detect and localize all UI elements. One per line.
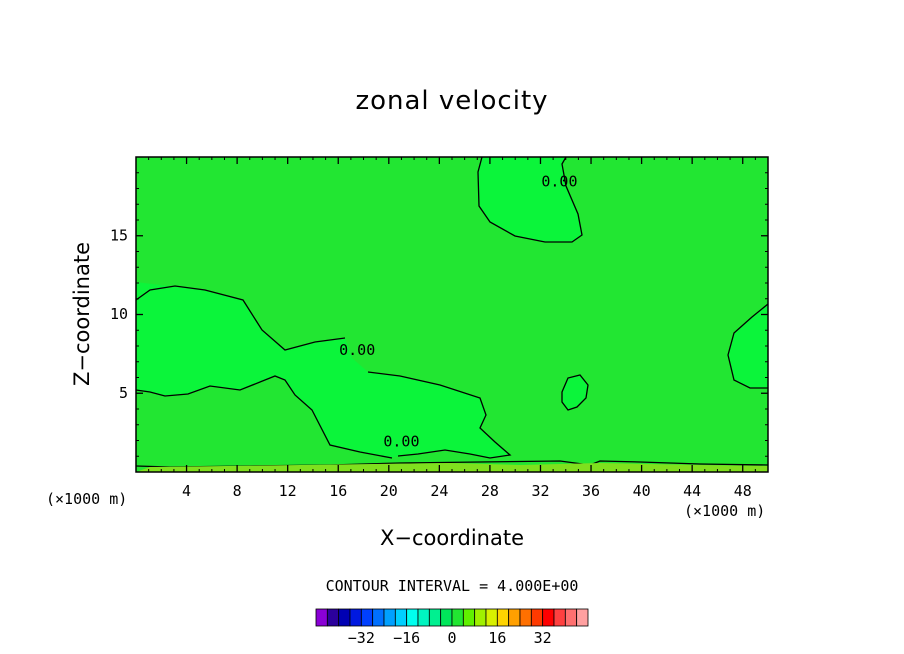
y-ticks: 5 10 15 [110,172,768,457]
x-axis-label: X−coordinate [380,526,524,550]
colorbar-swatch [519,608,532,627]
colorbar-swatch [440,608,453,627]
y-tick-label: 5 [119,384,128,402]
x-tick-label: 32 [531,482,549,500]
contour-interval-label: CONTOUR INTERVAL = 4.000E+00 [325,577,579,595]
colorbar-swatch [326,608,340,627]
colorbar-swatch [496,608,510,627]
contour-label-2: 0.00 [383,433,419,451]
y-tick-label: 10 [110,305,128,323]
colorbar-tick-label: −16 [393,629,420,647]
zero-contour-small [561,374,589,411]
positive-region-top [478,157,582,242]
x-tick-label: 16 [329,482,347,500]
x-unit-label-left: (×1000 m) [46,490,128,508]
positive-region-right [728,304,768,388]
colorbar-swatch [417,608,430,627]
colorbar-swatch [338,608,351,627]
near-surface-band [136,463,768,472]
colorbar-swatch [360,608,374,627]
colorbar-swatch [394,608,408,627]
colorbar-swatch [315,608,328,627]
zero-contour-right [727,303,769,389]
colorbar-swatch [508,608,521,627]
contour-label-0: 0.00 [541,173,577,191]
colorbar-swatch [349,608,362,627]
colorbar-swatch [406,608,419,627]
plot-area: 0.000.000.00 4 8 12 16 20 24 28 32 36 40 44 48 5101… [110,156,769,500]
positive-region-small [562,375,588,410]
x-unit-label-right: (×1000 m) [684,502,766,520]
x-tick-label: 40 [633,482,651,500]
x-tick-label: 36 [582,482,600,500]
zero-contour-top [477,156,583,243]
x-tick-label: 8 [233,482,242,500]
colorbar: −32 −16 0 16 32 [315,608,589,647]
colorbar-tick-label: −32 [348,629,375,647]
x-tick-label: 12 [279,482,297,500]
positive-region-middle [136,282,510,458]
colorbar-swatch [451,608,464,627]
x-tick-label: 20 [380,482,398,500]
zero-contour-middle [367,371,512,459]
x-tick-label: 44 [683,482,701,500]
colorbar-swatch [383,608,396,627]
contour-label-1: 0.00 [339,341,375,359]
colorbar-swatch [474,608,487,627]
colorbar-tick-label: 16 [488,629,506,647]
zero-contour-upper [135,285,346,351]
colorbar-swatch [576,608,589,627]
colorbar-swatch [485,608,498,627]
x-tick-label: 48 [734,482,752,500]
colorbar-swatch [564,608,578,627]
colorbar-swatch [372,608,385,627]
colorbar-swatch [553,608,566,627]
x-tick-label: 4 [182,482,191,500]
colorbar-tick-label: 32 [534,629,552,647]
colorbar-tick-label: 0 [447,629,456,647]
x-tick-label: 28 [481,482,499,500]
colorbar-swatch [530,608,544,627]
contour-labels: 0.00 0.00 0.00 [339,173,577,451]
x-ticks: 4 8 12 16 20 24 28 32 36 40 44 48 [148,157,756,500]
colorbar-swatch [462,608,476,627]
y-tick-label: 15 [110,226,128,244]
zero-contour-lower [135,375,393,459]
colorbar-swatch [542,608,555,627]
x-tick-label: 24 [430,482,448,500]
chart-title: zonal velocity [355,86,549,116]
colorbar-swatch [428,608,442,627]
